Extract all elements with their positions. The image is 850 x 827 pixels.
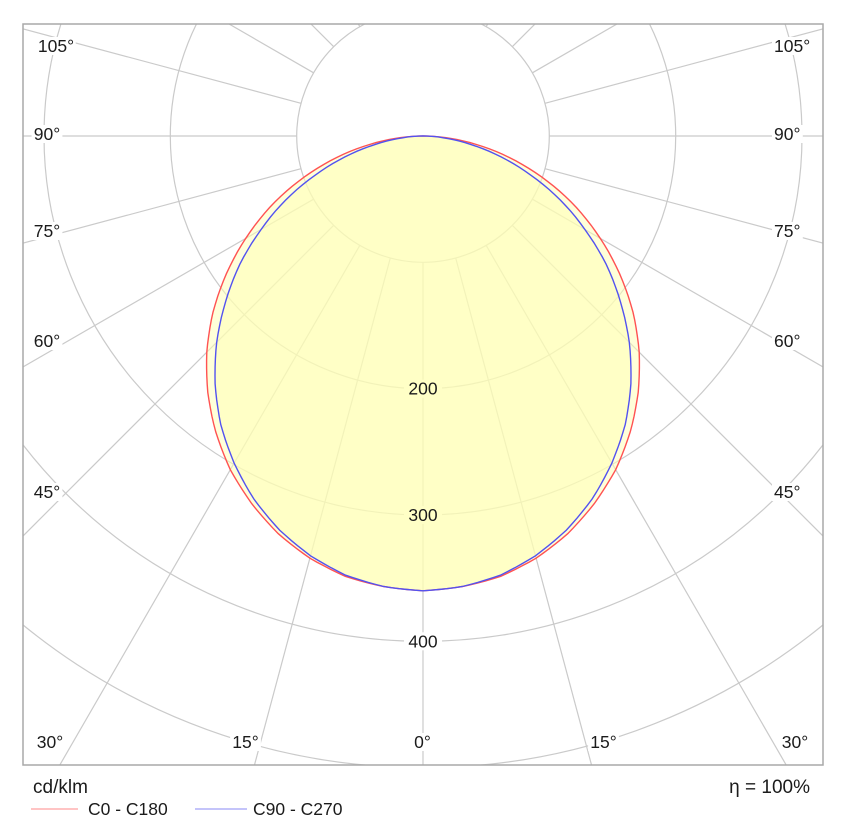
angle-label-bottom-4-30°: 30° <box>782 732 808 752</box>
angle-label-left-60°: 60° <box>34 331 60 351</box>
angle-label-left-75°-chip <box>31 222 63 240</box>
angle-label-right-45°-chip <box>772 483 803 501</box>
ring-label-chip-200 <box>404 379 442 398</box>
grid-spoke-195 <box>125 0 390 14</box>
angle-label-bottom-4-30°-chip <box>779 733 811 751</box>
angle-label-bottom-1-15°-chip <box>230 733 261 751</box>
unit-label: cd/klm <box>33 777 88 798</box>
angle-label-left-60°-chip <box>31 332 63 350</box>
angle-label-right-75°-chip <box>772 222 803 240</box>
grid-spoke-105 <box>544 28 823 104</box>
angle-label-right-90°-chip <box>772 125 803 143</box>
grid-spoke-300 <box>23 198 314 368</box>
legend-label-c90: C90 - C270 <box>253 799 343 819</box>
angle-label-left-90°-chip <box>31 125 63 143</box>
angle-label-right-105°-chip <box>772 37 812 55</box>
grid-spoke-60 <box>532 198 823 368</box>
curve-c90-fill <box>215 136 631 591</box>
angle-label-left-105°-chip <box>36 37 76 55</box>
angle-label-right-60°: 60° <box>774 331 800 351</box>
angle-label-right-45°: 45° <box>774 482 800 502</box>
legend: C0 - C180 C90 - C270 <box>31 799 343 819</box>
grid-spoke-150 <box>485 24 489 27</box>
ring-label-chip-300 <box>404 506 442 524</box>
grid-spoke-165 <box>456 0 721 14</box>
ring-label-chip-400 <box>404 632 442 651</box>
legend-label-c0: C0 - C180 <box>88 799 168 819</box>
grid-spoke-75 <box>544 168 823 244</box>
angle-label-bottom-3-15°-chip <box>588 733 619 751</box>
angle-label-bottom-3-15°: 15° <box>590 732 616 752</box>
angle-label-left-90°: 90° <box>34 124 60 144</box>
angle-label-left-75°: 75° <box>34 221 60 241</box>
grid-spoke-210 <box>357 24 361 27</box>
curve-c90-line <box>214 135 632 592</box>
grid-spoke-255 <box>23 28 302 104</box>
angle-label-right-75°: 75° <box>774 221 800 241</box>
angle-label-right-105°: 105° <box>774 36 810 56</box>
angle-label-bottom-0-30°-chip <box>34 733 66 751</box>
angle-label-bottom-1-15°: 15° <box>232 732 258 752</box>
plot-frame <box>22 23 824 766</box>
ring-label-200: 200 <box>408 379 437 399</box>
angle-label-bottom-2-0°-chip <box>411 733 434 751</box>
angle-label-left-45°: 45° <box>34 482 60 502</box>
angle-label-left-105°: 105° <box>38 36 74 56</box>
ring-label-400: 400 <box>408 631 437 651</box>
angle-label-bottom-0-30°: 30° <box>37 732 63 752</box>
angle-label-left-45°-chip <box>31 483 63 501</box>
efficiency-value: η = 100% <box>729 777 810 798</box>
grid-spoke-285 <box>23 168 302 244</box>
angle-label-right-60°-chip <box>772 332 803 350</box>
angle-label-bottom-2-0°: 0° <box>414 732 431 752</box>
ring-label-300: 300 <box>408 505 437 525</box>
angle-label-right-90°: 90° <box>774 124 800 144</box>
